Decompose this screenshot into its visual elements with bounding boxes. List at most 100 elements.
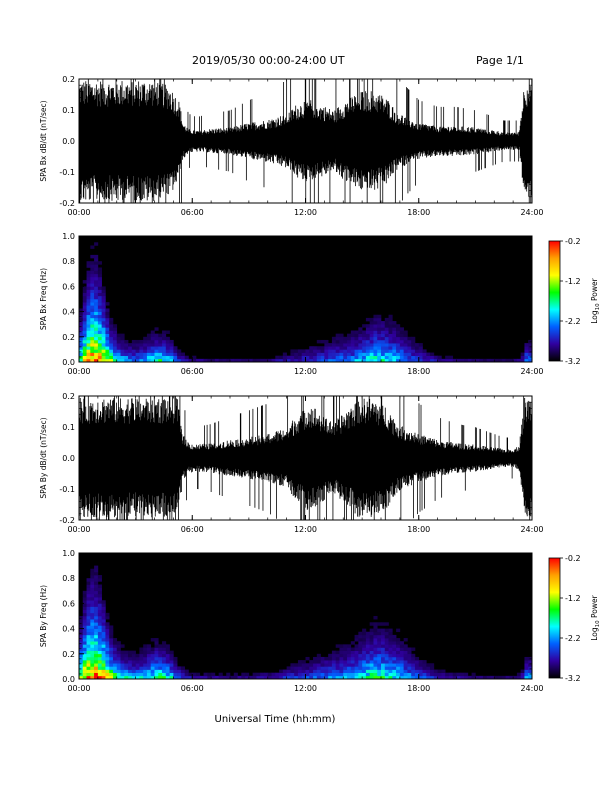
spectrogram-cell [150, 666, 155, 670]
spectrogram-cell [498, 358, 503, 363]
spectrogram-cell [347, 336, 352, 341]
spectrogram-cell [86, 346, 91, 350]
spectrogram-cell [162, 647, 167, 651]
spectrogram-cell [331, 339, 336, 344]
spectrogram-cell [112, 650, 118, 655]
spectrogram-cell [396, 666, 401, 670]
spectrogram-cell [297, 675, 303, 680]
spectrogram-cell [388, 317, 393, 322]
spectrogram-cell [97, 575, 102, 579]
spectrogram-cell [377, 675, 382, 680]
x-tick-label: 00:00 [67, 684, 90, 693]
spectrogram-cell [403, 669, 408, 673]
spectrogram-cell [267, 358, 272, 363]
spectrogram-cell [354, 330, 359, 334]
spectrogram-cell [396, 343, 401, 347]
spectrogram-cell [373, 346, 378, 350]
spectrogram-cell [120, 352, 125, 356]
spectrogram-cell [354, 650, 359, 655]
spectrogram-cell [124, 663, 129, 667]
spectrogram-cell [414, 660, 420, 664]
spectrogram-cell [82, 609, 87, 614]
spectrogram-cell [520, 358, 525, 363]
spectrogram-cell [335, 336, 340, 341]
spectrogram-cell [154, 650, 159, 655]
spectrogram-cell [396, 333, 401, 338]
spectrogram-cell [105, 663, 110, 667]
spectrogram-cell [131, 672, 136, 677]
spectrogram-cell [131, 343, 136, 347]
spectrogram-cell [97, 261, 102, 265]
spectrogram-cell [135, 666, 140, 670]
spectrogram-cell [86, 343, 91, 347]
spectrogram-cell [388, 628, 393, 633]
spectrogram-cell [335, 349, 340, 353]
spectrogram-cell [411, 656, 416, 661]
spectrogram-cell [339, 650, 344, 655]
spectrogram-cell [150, 653, 155, 658]
spectrogram-cell [124, 653, 129, 658]
spectrogram-cell [139, 653, 144, 658]
spectrogram-cell [112, 339, 118, 344]
spectrogram-cell [105, 327, 110, 331]
spectrogram-cell [343, 663, 348, 667]
spectrogram-cell [90, 280, 95, 284]
spectrogram-cell [94, 295, 99, 300]
spectrogram-cell [94, 299, 99, 303]
spectrogram-cell [180, 675, 186, 680]
spectrogram-cell [105, 625, 110, 629]
spectrogram-cell [97, 346, 102, 350]
spectrogram-cell [316, 669, 321, 673]
spectrogram-cell [373, 343, 378, 347]
spectrogram-cell [411, 358, 416, 363]
spectrogram-cell [120, 650, 125, 655]
spectrogram-cell [116, 660, 121, 664]
spectrogram-cell [86, 600, 91, 604]
spectrogram-cell [396, 663, 401, 667]
spectrogram-cell [86, 606, 91, 610]
spectrogram-cell [365, 647, 370, 651]
spectrogram-cell [86, 597, 91, 601]
spectrogram-cell [331, 653, 336, 658]
y-tick-label: 0.6 [62, 282, 75, 291]
spectrogram-cell [381, 650, 386, 655]
spectrogram-cell [275, 672, 280, 677]
spectrogram-cell [358, 339, 363, 344]
spectrogram-cell [86, 276, 91, 281]
spectrogram-cell [173, 675, 178, 680]
spectrogram-cell [373, 669, 378, 673]
spectrogram-cell [82, 339, 87, 344]
spectrogram-cell [369, 622, 374, 626]
spectrogram-cell [94, 273, 99, 278]
spectrogram-cell [101, 619, 106, 623]
spectrogram-cell [448, 355, 454, 360]
spectrogram-cell [109, 638, 114, 642]
spectrogram-cell [196, 672, 201, 677]
spectrogram-cell [309, 663, 314, 667]
spectrogram-cell [79, 330, 84, 334]
spectrogram-cell [131, 663, 136, 667]
spectrogram-cell [377, 622, 382, 626]
spectrogram-cell [316, 675, 321, 680]
spectrogram-cell [301, 349, 306, 353]
spectrogram-cell [524, 672, 529, 677]
spectrogram-cell [116, 653, 121, 658]
spectrogram-cell [403, 343, 408, 347]
x-tick-label: 00:00 [67, 367, 90, 376]
spectrogram-cell [369, 352, 374, 356]
spectrogram-cell [116, 358, 121, 363]
y-tick-label: -0.1 [59, 485, 75, 494]
spectrogram-cell [82, 666, 87, 670]
spectrogram-cell [105, 346, 110, 350]
spectrogram-cell [105, 660, 110, 664]
spectrogram-cell [430, 663, 435, 667]
spectrogram-cell [128, 352, 133, 356]
spectrogram-cell [418, 346, 423, 350]
bx-waveform-panel: 0.20.10.0-0.1-0.200:00 06:00 12:00 18:00 24:… [39, 75, 544, 217]
spectrogram-cell [377, 324, 382, 328]
spectrogram-cell [154, 355, 159, 360]
spectrogram-cell [358, 669, 363, 673]
spectrogram-cell [271, 672, 276, 677]
spectrogram-cell [86, 308, 91, 312]
